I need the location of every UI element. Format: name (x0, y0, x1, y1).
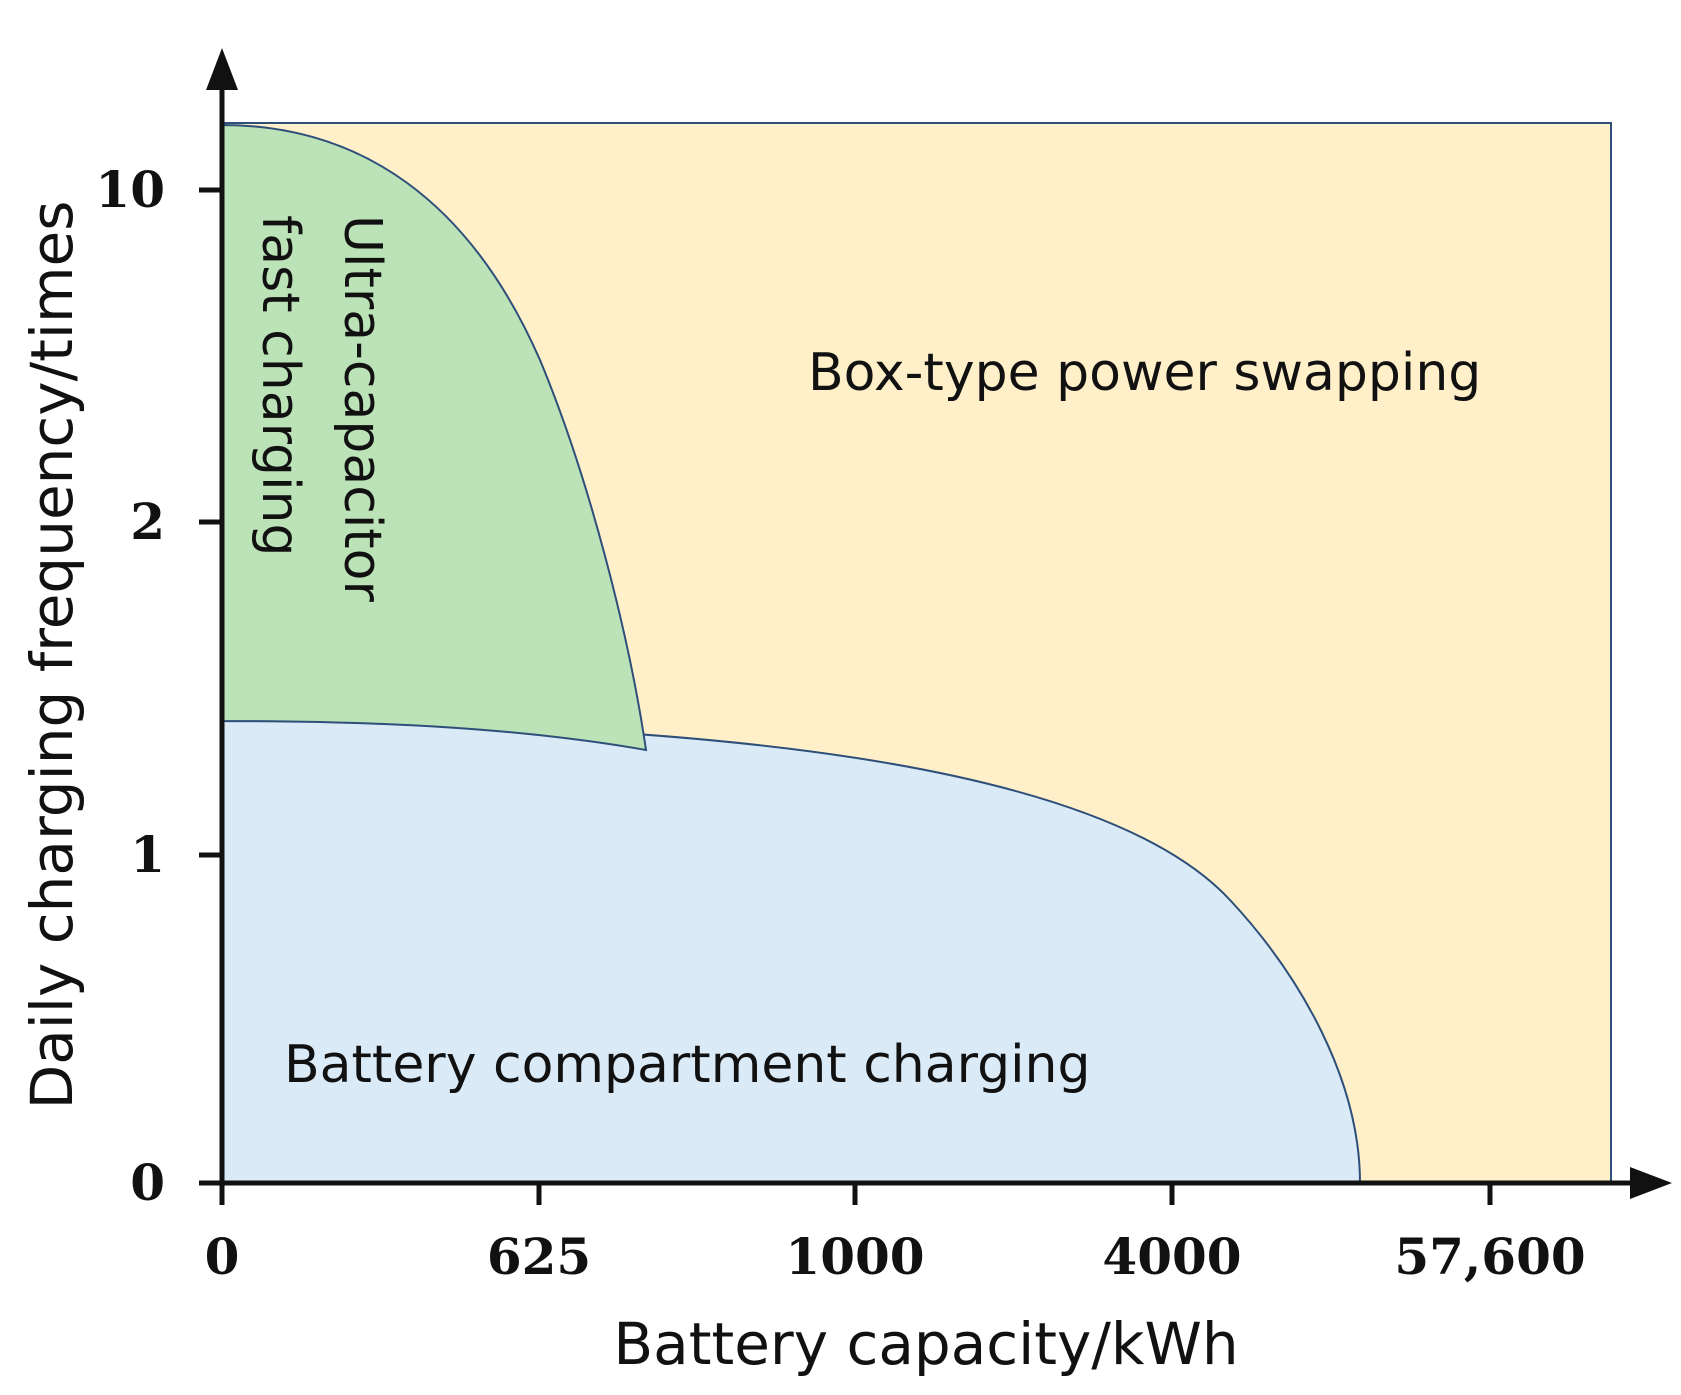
x-axis-title: Battery capacity/kWh (613, 1310, 1238, 1378)
x-tick-label: 1000 (785, 1227, 924, 1286)
x-axis-arrow (1630, 1167, 1672, 1199)
x-ticks: 0 625 1000 4000 57,600 (205, 1183, 1586, 1286)
y-tick-label: 2 (130, 492, 165, 551)
y-axis-arrow (206, 48, 238, 90)
x-tick-label: 4000 (1102, 1227, 1241, 1286)
y-tick-label: 10 (95, 160, 165, 219)
region-label-ultra-capacitor-line-1: Ultra-capacitor (332, 215, 392, 602)
region-label-box-type-power-swapping: Box-type power swapping (808, 343, 1481, 403)
x-tick-label: 57,600 (1394, 1227, 1585, 1286)
x-tick-label: 625 (487, 1227, 591, 1286)
y-ticks: 0 1 2 10 (95, 160, 222, 1212)
region-label-ultra-capacitor-line-2: fast charging (250, 215, 310, 556)
region-ultra-capacitor-fast-charging (222, 123, 648, 752)
y-tick-label: 0 (130, 1153, 165, 1212)
x-tick-label: 0 (205, 1227, 240, 1286)
y-axis-title: Daily charging frequency/times (18, 201, 86, 1110)
y-tick-label: 1 (130, 825, 165, 884)
region-label-battery-compartment-charging: Battery compartment charging (284, 1035, 1091, 1095)
